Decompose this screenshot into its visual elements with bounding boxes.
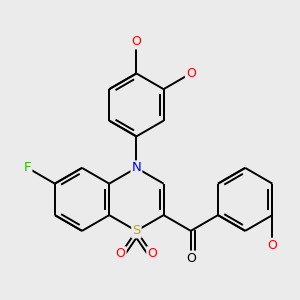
Text: O: O: [116, 247, 126, 260]
Text: F: F: [24, 161, 32, 174]
Text: O: O: [131, 35, 141, 48]
Text: O: O: [267, 239, 277, 252]
Text: S: S: [132, 224, 141, 237]
Text: O: O: [186, 67, 196, 80]
Text: O: O: [186, 252, 196, 265]
Text: O: O: [147, 247, 157, 260]
Text: N: N: [131, 161, 141, 174]
